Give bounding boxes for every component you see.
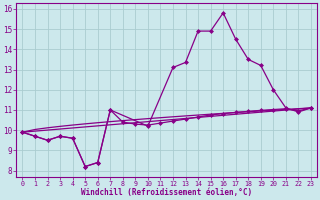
X-axis label: Windchill (Refroidissement éolien,°C): Windchill (Refroidissement éolien,°C) — [81, 188, 252, 197]
